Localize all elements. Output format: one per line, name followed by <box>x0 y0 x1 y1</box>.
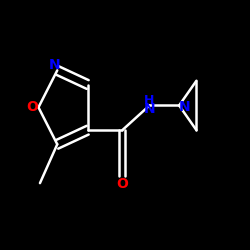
Text: N: N <box>178 100 190 114</box>
Text: O: O <box>26 100 38 114</box>
Text: O: O <box>116 177 128 191</box>
Text: N: N <box>144 102 155 116</box>
Text: N: N <box>49 58 60 72</box>
Text: H: H <box>144 94 155 107</box>
